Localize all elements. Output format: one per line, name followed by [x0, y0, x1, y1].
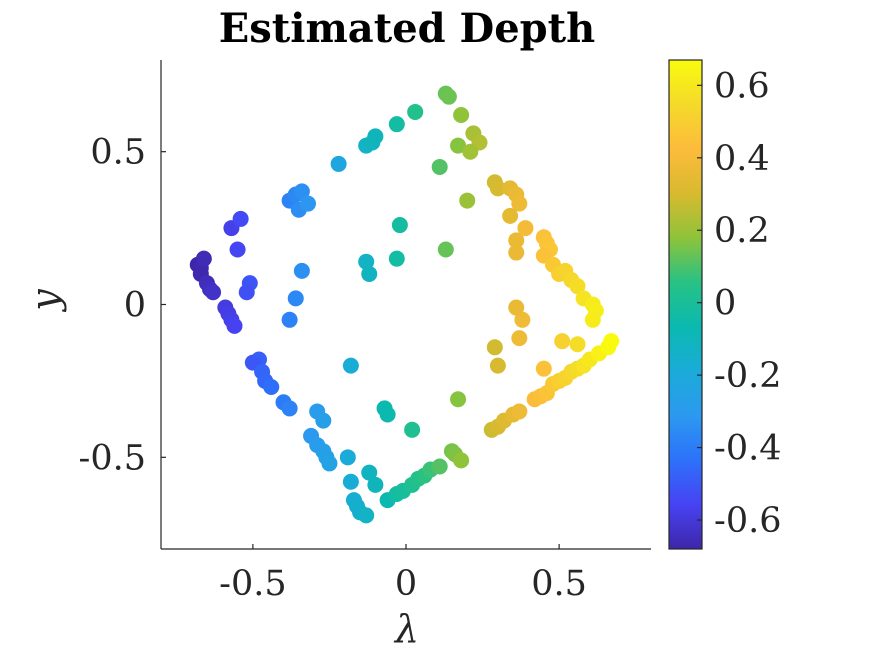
scatter-point [459, 192, 476, 209]
scatter-point [321, 455, 338, 472]
chart-title: Estimated Depth [219, 5, 595, 52]
colorbar-tick-label: -0.6 [714, 501, 782, 541]
scatter-point [554, 333, 571, 350]
scatter-point [281, 400, 298, 417]
colorbar-tick-label: -0.4 [714, 429, 782, 469]
scatter-point [489, 180, 506, 197]
y-axis-ticks: 0.5 0 -0.5 [79, 133, 166, 478]
scatter-point [358, 507, 375, 524]
scatter-point [508, 232, 525, 249]
scatter-point [263, 379, 280, 396]
x-tick-label: 0.5 [531, 564, 587, 604]
scatter-point [205, 284, 222, 301]
scatter-point [367, 476, 384, 493]
scatter-point [195, 250, 212, 267]
scatter-point [437, 241, 454, 258]
colorbar-ticks: 0.6 0.4 0.2 0 -0.2 -0.4 -0.6 [697, 66, 782, 541]
scatter-point [407, 103, 424, 120]
scatter-point [388, 116, 405, 133]
scatter-point [517, 220, 534, 237]
y-axis-label: y [23, 289, 67, 313]
scatter-point [281, 311, 298, 328]
scatter-point [293, 183, 310, 200]
y-tick-label: -0.5 [79, 438, 147, 478]
colorbar [668, 59, 703, 550]
colorbar-tick-label: 0.2 [714, 211, 770, 251]
scatter-point [511, 195, 528, 212]
scatter-point [584, 311, 601, 328]
scatter-point [453, 107, 470, 124]
scatter-point [462, 143, 479, 160]
y-tick-label: 0 [124, 286, 146, 326]
scatter-points [189, 85, 620, 524]
scatter-point [330, 155, 347, 172]
scatter-point [489, 357, 506, 374]
x-axis-ticks: -0.5 0 0.5 [219, 544, 587, 604]
scatter-point [300, 195, 316, 212]
scatter-point [450, 391, 467, 408]
scatter-point [514, 311, 531, 328]
scatter-point [379, 406, 396, 423]
colorbar-tick-label: 0.6 [714, 66, 770, 106]
scatter-point [367, 128, 384, 145]
scatter-point [287, 290, 304, 307]
x-tick-label: -0.5 [219, 564, 287, 604]
scatter-point [508, 244, 525, 261]
scatter-point [603, 333, 620, 350]
scatter-point [453, 452, 470, 469]
scatter-point [511, 330, 528, 347]
scatter-point [511, 403, 528, 420]
scatter-point [388, 250, 405, 267]
scatter-point [502, 207, 519, 224]
scatter-point [431, 158, 448, 175]
scatter-point [508, 299, 525, 316]
scatter-point [358, 253, 375, 270]
scatter-point [361, 464, 378, 481]
x-axis-label: λ [393, 607, 419, 651]
colorbar-tick-label: -0.2 [714, 356, 782, 396]
scatter-point [342, 473, 359, 490]
scatter-point [232, 210, 249, 227]
scatter-point [339, 449, 356, 466]
scatter-point [391, 217, 408, 234]
scatter-point [315, 412, 332, 429]
y-tick-label: 0.5 [90, 133, 146, 173]
scatter-point [569, 278, 586, 295]
scatter-point [535, 360, 552, 377]
scatter-point [293, 262, 310, 279]
colorbar-tick-label: 0 [714, 284, 736, 324]
scatter-point [440, 88, 457, 105]
scatter-point [226, 317, 243, 334]
scatter-point [342, 357, 359, 374]
x-tick-label: 0 [395, 564, 417, 604]
scatter-point [431, 458, 448, 475]
scatter-point [450, 137, 467, 154]
scatter-point [404, 421, 421, 438]
scatter-point [361, 265, 378, 282]
colorbar-tick-label: 0.4 [714, 139, 770, 179]
scatter-point [569, 336, 586, 353]
scatter-point [486, 339, 503, 356]
scatter-point [238, 284, 255, 301]
scatter-point [229, 241, 246, 258]
